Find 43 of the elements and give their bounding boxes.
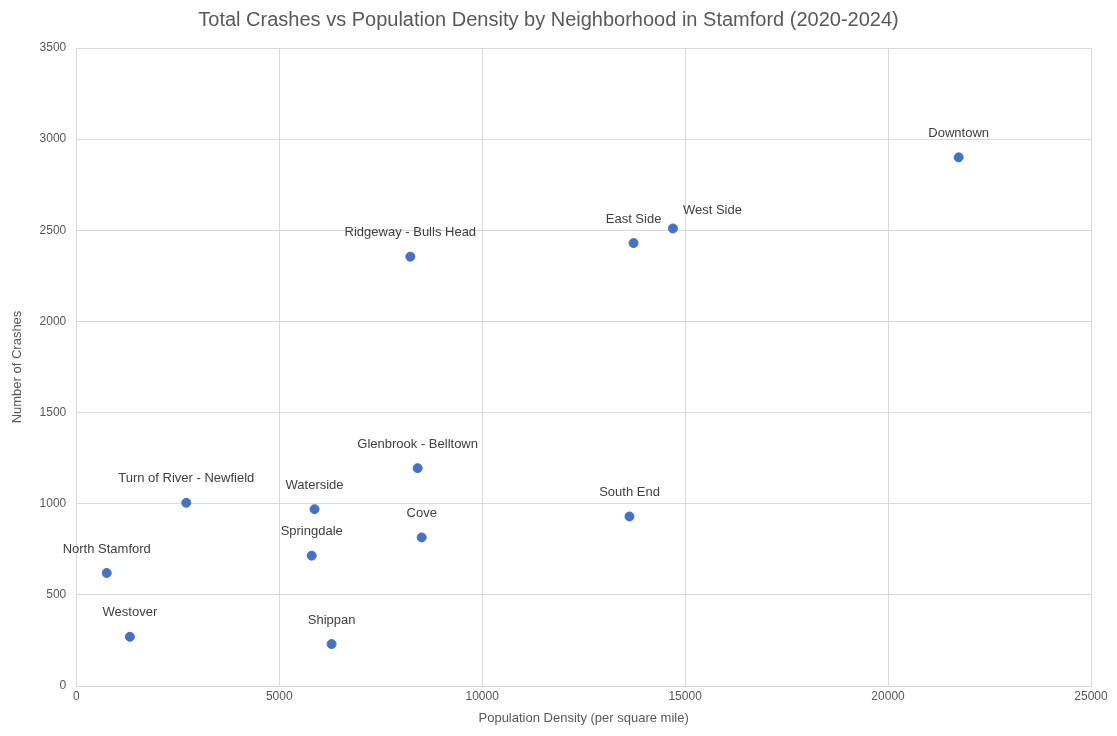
y-tick-label: 3000 bbox=[39, 131, 67, 146]
annotation: Turn of River - Newfield bbox=[118, 470, 255, 486]
annotation: Springdale bbox=[280, 523, 343, 539]
annotation: East Side bbox=[605, 210, 662, 226]
annotation: Cove bbox=[406, 505, 437, 521]
x-axis-title: Population Density (per square mile) bbox=[478, 709, 689, 725]
point bbox=[181, 497, 192, 508]
x-tick-label: 0 bbox=[72, 688, 80, 703]
annotation: Ridgeway - Bulls Head bbox=[344, 224, 477, 240]
x-tick-label: 20000 bbox=[871, 688, 906, 703]
y-tick-label: 2500 bbox=[39, 222, 67, 237]
annotation: West Side bbox=[682, 202, 742, 218]
point bbox=[628, 238, 639, 249]
point bbox=[667, 223, 678, 234]
chart-title: Total Crashes vs Population Density by Neighborhood in Stamford (2020-2024) bbox=[198, 7, 899, 30]
point bbox=[309, 504, 320, 515]
annotation: Glenbrook - Belltown bbox=[357, 435, 478, 451]
point bbox=[953, 152, 964, 163]
y-axis-title: Number of Crashes bbox=[9, 310, 25, 424]
point bbox=[624, 511, 635, 522]
annotation: Downtown bbox=[928, 124, 990, 140]
x-tick-label: 10000 bbox=[465, 688, 500, 703]
y-tick-label: 3500 bbox=[39, 40, 67, 55]
x-tick-label: 25000 bbox=[1074, 688, 1109, 703]
annotation: North Stamford bbox=[62, 540, 151, 556]
point bbox=[416, 532, 427, 543]
point bbox=[306, 550, 317, 561]
point bbox=[101, 567, 112, 578]
annotation: South End bbox=[599, 484, 660, 500]
y-tick-label: 1500 bbox=[39, 404, 67, 419]
annotation: Waterside bbox=[285, 476, 344, 492]
y-tick-label: 0 bbox=[59, 678, 67, 693]
annotation: Westover bbox=[102, 604, 158, 620]
point bbox=[326, 639, 337, 650]
annotation: Shippan bbox=[307, 611, 356, 627]
point bbox=[412, 463, 423, 474]
point bbox=[124, 631, 135, 642]
x-tick-label: 15000 bbox=[668, 688, 703, 703]
y-tick-label: 2000 bbox=[39, 313, 67, 328]
y-tick-label: 1000 bbox=[39, 496, 67, 511]
point bbox=[405, 251, 416, 262]
x-tick-label: 5000 bbox=[265, 688, 293, 703]
y-tick-label: 500 bbox=[46, 587, 67, 602]
